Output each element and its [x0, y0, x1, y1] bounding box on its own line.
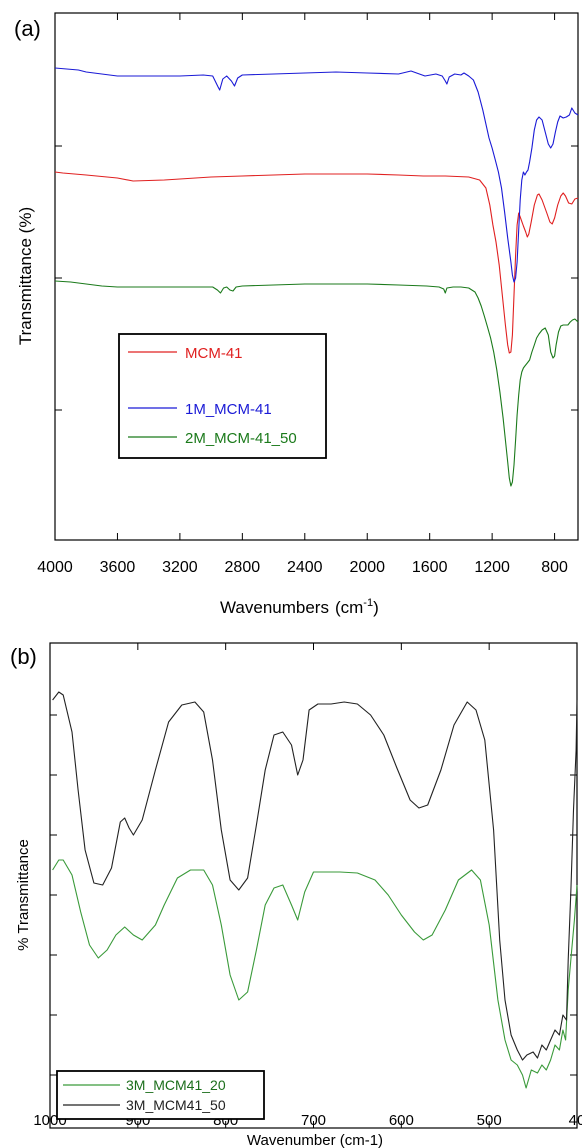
panel-a-y-ticks	[55, 145, 578, 411]
panel-a-x-tick-label-2000: 2000	[349, 559, 385, 576]
panel-b-x-tick-label-40: 40	[569, 1112, 582, 1129]
panel-a-series-group	[54, 67, 579, 487]
legend-label-3m-mcm41-20: 3M_MCM41_20	[126, 1077, 226, 1093]
panel-a-x-tick-label-2800: 2800	[225, 559, 261, 576]
panel-b-plot-frame	[49, 642, 578, 1129]
panel-b-x-tick-label-700: 700	[301, 1112, 326, 1129]
panel-a-series-line-1m-mcm-41	[54, 67, 579, 283]
panel-a-x-tick-label-1600: 1600	[412, 559, 448, 576]
panel-a-series-line-mcm-41	[54, 171, 579, 354]
panel-a-x-ticks: 4000 3600 3200 2800 2400 2000 1600 1200 800	[37, 13, 568, 576]
panel-a-x-tick-label-800: 800	[541, 559, 568, 576]
panel-b-x-tick-label-500: 500	[477, 1112, 502, 1129]
panel-a-x-tick-label-2400: 2400	[287, 559, 323, 576]
panel-a-x-tick-label-1200: 1200	[474, 559, 510, 576]
panel-b: (b) 1000 900 800 700 600 500 40 Wavenumber (cm…	[10, 642, 582, 1148]
panel-a-x-tick-label-3200: 3200	[162, 559, 198, 576]
panel-b-y-ticks	[50, 714, 577, 1076]
panel-a-y-axis-label: Transmittance (%)	[16, 207, 35, 345]
legend-label-mcm-41: MCM-41	[185, 345, 243, 362]
panel-b-x-axis-label: Wavenumber (cm-1)	[247, 1132, 383, 1148]
panel-a-x-axis-label: Wavenumbers (cm-1)	[220, 597, 379, 617]
panel-a-series-line-2m-mcm-41-50	[54, 280, 579, 487]
panel-a-legend: MCM-41 1M_MCM-41 2M_MCM-41_50	[118, 333, 327, 459]
panel-a-plot-frame	[54, 12, 579, 541]
legend-label-2m-mcm-41-50: 2M_MCM-41_50	[185, 430, 297, 447]
panel-a-tag: (a)	[14, 16, 41, 41]
panel-a-x-tick-label-4000: 4000	[37, 559, 73, 576]
legend-label-1m-mcm-41: 1M_MCM-41	[185, 401, 272, 418]
panel-b-series-line-3m-mcm41-50	[52, 691, 578, 1061]
panel-b-legend-box	[56, 1070, 265, 1120]
panel-b-tag: (b)	[10, 644, 37, 669]
panel-b-legend: 3M_MCM41_20 3M_MCM41_50	[56, 1070, 265, 1120]
panel-a-x-tick-label-3600: 3600	[100, 559, 136, 576]
panel-a: (a) 4000 3600 3200 2800 2400 2000 1600 1200 800 …	[14, 12, 579, 617]
panel-b-series-line-3m-mcm41-20	[52, 859, 578, 1089]
panel-b-x-tick-label-600: 600	[389, 1112, 414, 1129]
panel-b-y-axis-label: % Transmittance	[15, 839, 32, 951]
legend-label-3m-mcm41-50: 3M_MCM41_50	[126, 1097, 226, 1113]
panel-b-series-group	[52, 691, 578, 1089]
panel-a-legend-box	[118, 333, 327, 459]
